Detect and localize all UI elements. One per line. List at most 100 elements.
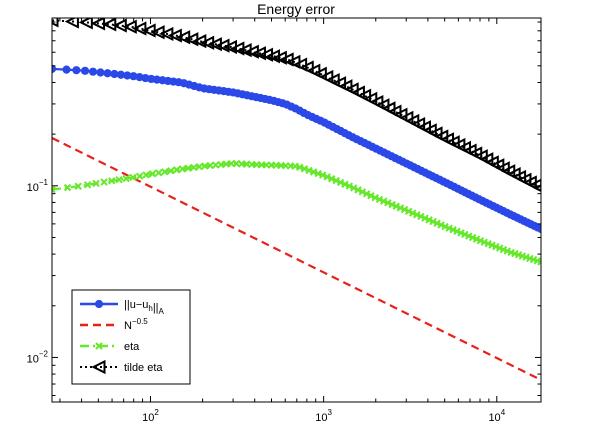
chart-title: Energy error xyxy=(257,1,335,17)
series-3-point xyxy=(349,184,358,192)
series-3-point xyxy=(457,229,465,237)
series-1-point xyxy=(103,69,112,78)
series-4-point xyxy=(78,18,93,30)
series-3-point-stroke-b xyxy=(190,163,198,172)
series-3-point xyxy=(362,190,371,198)
legend-marker-stroke-b xyxy=(95,342,103,350)
series-1-point xyxy=(62,65,71,74)
series-3-point-stroke-b xyxy=(211,161,220,169)
x-tick-label-base: 10 xyxy=(315,412,327,424)
x-tick-label-exp: 2 xyxy=(154,408,159,417)
series-3-point xyxy=(453,227,461,236)
x-tick-label: 102 xyxy=(142,408,159,424)
series-1-point xyxy=(536,224,541,234)
series-1 xyxy=(52,64,541,234)
x-tick-label: 104 xyxy=(488,408,505,424)
legend-label: eta xyxy=(124,341,140,353)
series-4-point xyxy=(112,18,127,33)
series-3-point-stroke-b xyxy=(296,163,304,171)
series-3-point-stroke-b xyxy=(195,162,204,171)
series-3-point xyxy=(178,165,187,173)
y-tick-label-base: 10 xyxy=(27,353,39,365)
legend-entry-2: N−0.5 xyxy=(80,317,148,332)
y-tick-label-base: 10 xyxy=(27,182,39,194)
series-3-point xyxy=(445,224,453,232)
series-3-point-stroke-b xyxy=(367,192,375,200)
series-3-point-stroke-b xyxy=(499,245,508,254)
series-3-point-stroke-b xyxy=(533,257,541,265)
series-3-point-stroke-b xyxy=(323,173,331,181)
series-3-point xyxy=(115,175,123,184)
series-3-point-stroke-b xyxy=(465,232,473,240)
series-3-point-stroke-b xyxy=(413,211,421,219)
series-3-point-stroke-b xyxy=(468,233,477,242)
series-3-point xyxy=(148,170,157,178)
legend-label-part: −0.5 xyxy=(132,317,148,326)
series-1-point xyxy=(88,67,98,76)
series-3-point-stroke-b xyxy=(514,251,523,259)
legend-label: N−0.5 xyxy=(124,317,148,332)
series-3-point xyxy=(172,166,181,174)
series-3-point xyxy=(396,204,405,212)
series-3-point-stroke-b xyxy=(327,175,336,183)
series-3-point xyxy=(305,166,313,175)
series-3-point-stroke-b xyxy=(178,165,187,173)
legend-label-part: ||u−u xyxy=(124,299,148,311)
series-3-point xyxy=(154,169,163,177)
series-3-point xyxy=(449,226,457,234)
series-3-point-stroke-b xyxy=(92,179,100,188)
series-3-point-stroke-b xyxy=(392,202,400,210)
series-3-point-stroke-b xyxy=(449,226,457,234)
series-3-point xyxy=(429,217,437,226)
series-3-point xyxy=(161,168,169,176)
series-3-point-stroke-b xyxy=(83,181,92,189)
series-3-point-stroke-b xyxy=(154,169,163,177)
legend-label: ||u−uh||A xyxy=(124,299,165,316)
series-3-point xyxy=(135,172,144,180)
series-1-point xyxy=(80,66,90,75)
series-3-point xyxy=(388,200,396,209)
series-3-point-stroke-b xyxy=(507,248,515,257)
legend-entry-1: ||u−uh||A xyxy=(80,299,165,316)
series-3-point-stroke-b xyxy=(503,247,511,255)
series-3-point xyxy=(190,163,198,172)
series-3-point-stroke-b xyxy=(388,200,396,209)
series-4-point xyxy=(132,21,147,36)
series-3-point-stroke-b xyxy=(206,161,214,170)
series-3-point-stroke-b xyxy=(437,221,445,229)
series-3-point-stroke-b xyxy=(472,235,481,243)
series-3-point-stroke-b xyxy=(349,184,358,192)
legend-entry-3: eta xyxy=(80,341,140,353)
series-3-point xyxy=(472,235,481,243)
x-tick-label-base: 10 xyxy=(142,412,154,424)
series-3-point xyxy=(296,163,304,171)
series-3-point-stroke-b xyxy=(345,182,354,190)
series-3-point-stroke-a xyxy=(52,188,56,194)
series-3-point xyxy=(379,197,388,205)
series-3-point-stroke-b xyxy=(122,174,130,183)
series-3-point xyxy=(63,183,72,192)
series-3-point-stroke-b xyxy=(217,160,225,169)
series-3-point xyxy=(300,165,309,173)
y-tick-label-exp: −2 xyxy=(39,349,49,358)
series-3-point-stroke-b xyxy=(429,217,437,226)
series-3-point xyxy=(384,199,392,207)
series-3-point-stroke-b xyxy=(371,193,379,202)
series-3-point-stroke-b xyxy=(135,172,144,180)
series-3-point-stroke-b xyxy=(404,207,413,216)
series-3-point xyxy=(309,168,318,176)
series-3-point-stroke-b xyxy=(184,164,192,172)
series-4-point xyxy=(64,18,79,29)
series-3-point-stroke-b xyxy=(379,197,388,205)
series-3-point xyxy=(332,176,340,185)
series-1-point xyxy=(110,69,119,79)
series-3-point-stroke-b xyxy=(417,212,425,221)
series-3-point-stroke-b xyxy=(441,222,449,231)
legend-entry-4: tilde eta xyxy=(80,359,163,375)
series-3-point xyxy=(83,181,92,189)
x-tick-label-exp: 4 xyxy=(501,408,506,417)
series-3-point-stroke-b xyxy=(480,238,489,246)
series-3-point-stroke-b xyxy=(74,182,82,190)
